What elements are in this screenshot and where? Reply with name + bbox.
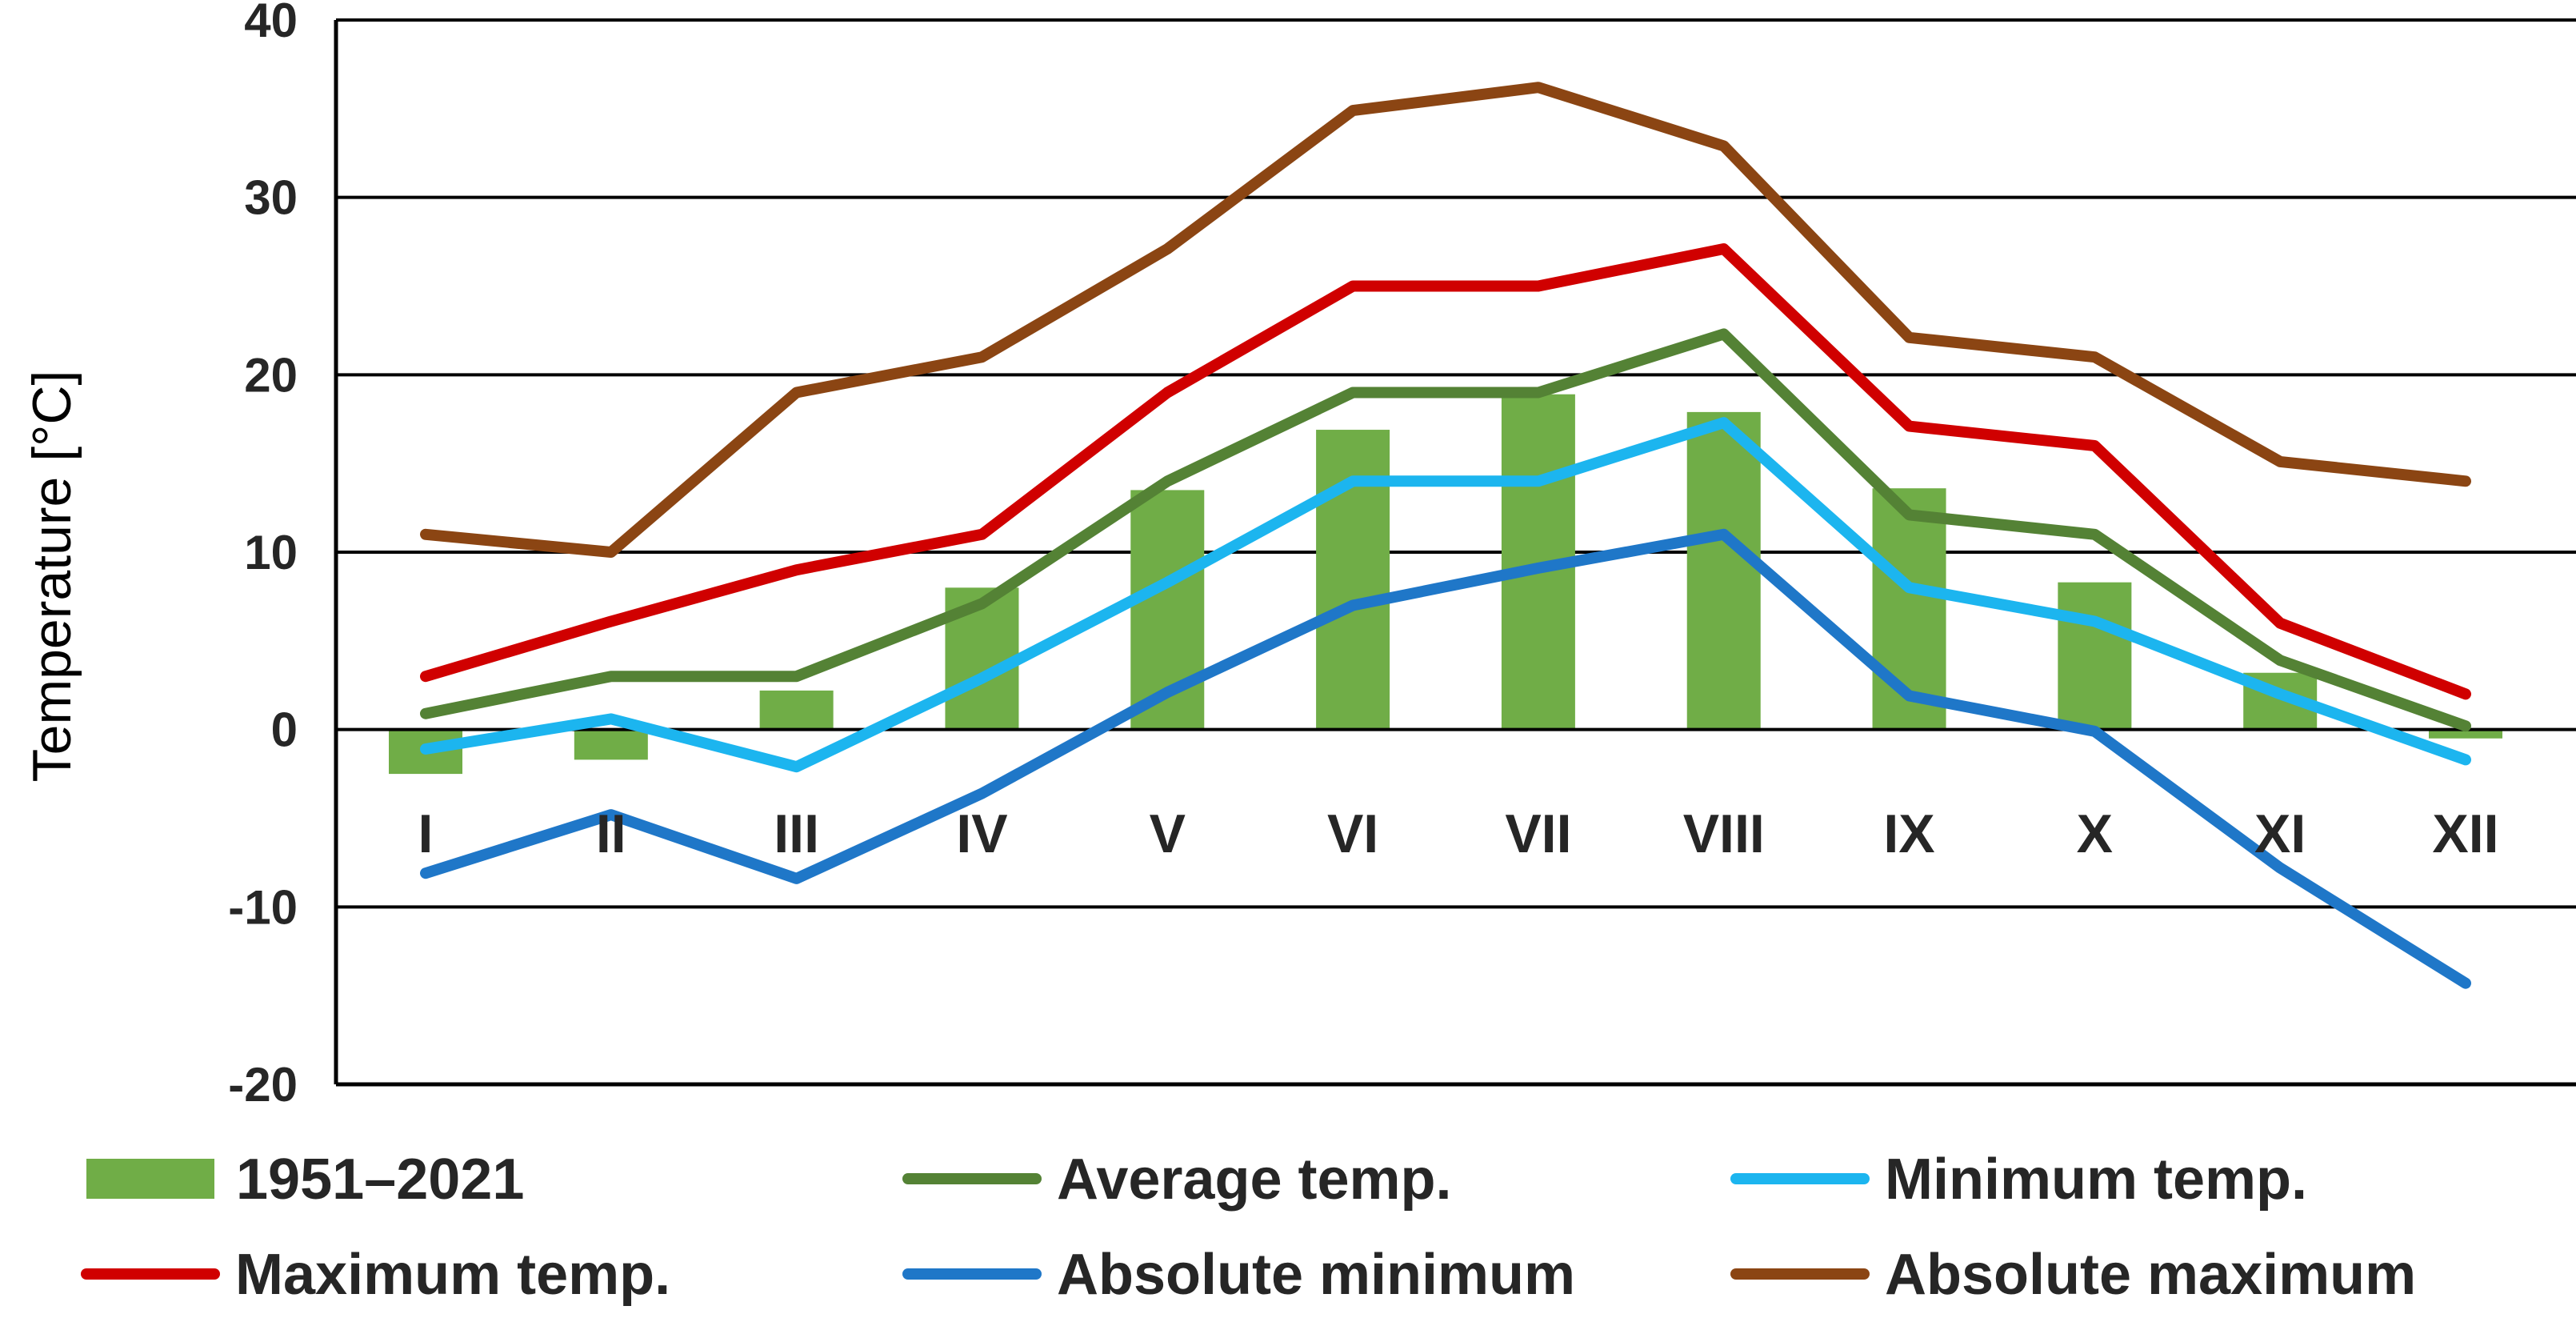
x-tick-label: VIII [1683, 803, 1765, 864]
legend-label: Average temp. [1057, 1148, 1452, 1212]
series-line-average-temp [420, 328, 2471, 732]
legend-item: Maximum temp. [81, 1243, 670, 1307]
y-tick-label: -20 [228, 1058, 298, 1112]
y-tick-label: 20 [244, 348, 298, 402]
y-tick-label: -10 [228, 880, 298, 934]
legend-label: Absolute minimum [1057, 1243, 1575, 1307]
x-tick-label: III [774, 803, 819, 864]
series-line-absolute-minimum [420, 528, 2471, 989]
x-tick-label: IX [1883, 803, 1934, 864]
y-tick-label: 30 [244, 171, 298, 225]
legend-label: 1951–2021 [236, 1148, 524, 1212]
series-line-absolute-maximum [420, 82, 2471, 558]
x-tick-label: VII [1505, 803, 1571, 864]
legend-item: 1951–2021 [86, 1148, 524, 1212]
y-tick-labels: -20 -10 0 10 20 30 40 [228, 0, 298, 1112]
bar [2429, 729, 2502, 739]
x-tick-label: I [418, 803, 434, 864]
legend-label: Minimum temp. [1885, 1148, 2307, 1212]
x-tick-label: XI [2254, 803, 2306, 864]
legend-label: Maximum temp. [235, 1243, 670, 1307]
series-line-minimum-temp [420, 417, 2471, 773]
x-tick-label: V [1150, 803, 1186, 864]
gridlines [336, 18, 2576, 909]
y-axis-label: Temperature [°C] [22, 371, 82, 783]
axes [334, 20, 2576, 1087]
legend-item: Minimum temp. [1730, 1148, 2307, 1212]
x-tick-labels: I II III IV V VI VII VIII IX X XI XII [418, 803, 2499, 864]
y-tick-label: 40 [244, 0, 298, 47]
x-tick-label: XII [2432, 803, 2498, 864]
bar [574, 729, 648, 760]
x-tick-label: II [596, 803, 626, 864]
bar-series [389, 394, 2502, 775]
bar [2058, 582, 2132, 730]
line-series [420, 82, 2471, 989]
y-tick-label: 10 [244, 526, 298, 579]
x-tick-label: IV [956, 803, 1007, 864]
legend-label: Absolute maximum [1885, 1243, 2416, 1307]
legend-swatch [86, 1159, 214, 1199]
bar [759, 690, 834, 730]
legend-item: Absolute maximum [1730, 1243, 2416, 1307]
x-tick-label: VI [1327, 803, 1378, 864]
legend-item: Average temp. [902, 1148, 1452, 1212]
series-line-maximum-temp [420, 243, 2471, 700]
bar [1686, 411, 1761, 730]
legend: 1951–2021 Average temp. Minimum temp. Maxim… [81, 1148, 2416, 1307]
y-tick-label: 0 [271, 703, 298, 757]
legend-item: Absolute minimum [902, 1243, 1575, 1307]
x-tick-label: X [2077, 803, 2113, 864]
bar [1316, 430, 1390, 730]
